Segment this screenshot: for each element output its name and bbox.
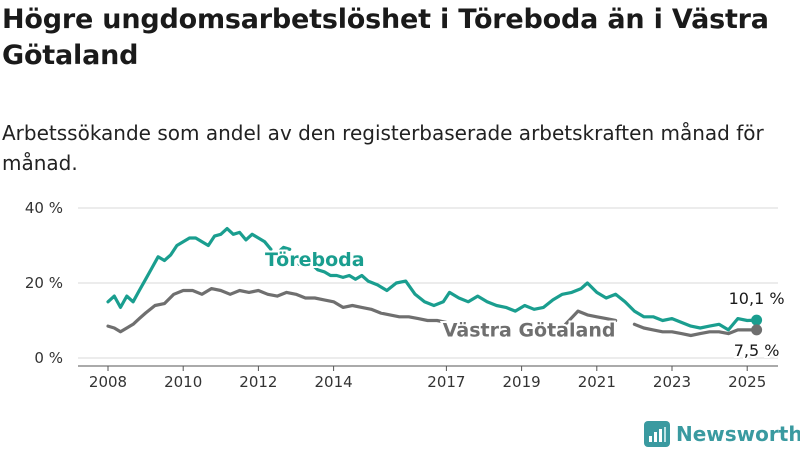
series-line-toreboda	[106, 227, 759, 332]
y-tick-label: 40 %	[25, 199, 63, 217]
grid	[78, 207, 778, 359]
series-line-vastra-gotaland	[106, 287, 759, 338]
series-label-vastra-gotaland: Västra Götaland	[443, 320, 616, 342]
brand-name: Newsworthy	[676, 422, 800, 446]
x-tick-label: 2008	[89, 373, 127, 391]
chart-subtitle: Arbetssökande som andel av den registerb…	[2, 121, 764, 175]
y-tick-label: 0 %	[34, 349, 63, 367]
x-tick-label: 2010	[164, 373, 202, 391]
series-lines	[106, 227, 763, 338]
end-value-label-vastra-gotaland: 7,5 %	[734, 341, 780, 360]
x-tick-label: 2012	[239, 373, 277, 391]
x-tick-label: 2019	[503, 373, 541, 391]
brand-logo: Newsworthy	[644, 420, 800, 448]
series-label-toreboda: Töreboda	[265, 249, 365, 271]
x-tick-label: 2023	[653, 373, 691, 391]
series-labels: Töreboda Västra Götaland 10,1 % 7,5 %	[263, 247, 785, 362]
axis-labels: 0 % 20 % 40 % 2008 2010 2012 2014 2017 2019 2021 2…	[25, 199, 778, 391]
x-tick-label: 2025	[728, 373, 766, 391]
y-tick-label: 20 %	[25, 274, 63, 292]
x-tick-label: 2014	[315, 373, 353, 391]
x-tick-label: 2017	[427, 373, 465, 391]
chart-title: Högre ungdomsarbetslöshet i Töreboda än …	[2, 4, 769, 71]
x-tick-label: 2021	[578, 373, 616, 391]
newsworthy-icon	[644, 421, 670, 447]
series-end-point	[751, 314, 763, 326]
series-end-point	[751, 324, 763, 336]
end-value-label-toreboda: 10,1 %	[729, 289, 785, 308]
